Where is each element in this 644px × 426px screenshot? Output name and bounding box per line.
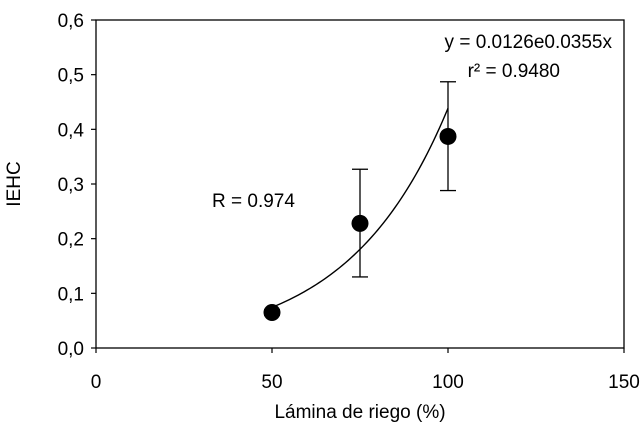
y-tick-label: 0,1 [58,284,84,305]
r-value-annotation: R = 0.974 [212,191,295,212]
y-tick-label: 0,0 [58,339,84,360]
y-tick-label: 0,2 [58,230,84,251]
y-axis-ticks: 0,0 0,1 0,2 0,3 0,4 0,5 0,6 [58,11,96,360]
data-point [263,303,281,321]
data-points [263,127,457,321]
x-tick-label: 0 [91,372,102,393]
r-squared-annotation: r² = 0.9480 [468,61,560,82]
data-point [439,127,457,145]
y-tick-label: 0,6 [58,11,84,32]
x-axis-ticks: 0 50 100 150 [91,348,640,393]
data-point [351,214,369,232]
y-tick-label: 0,3 [58,175,84,196]
x-tick-label: 50 [261,372,282,393]
x-tick-label: 150 [608,372,640,393]
y-tick-label: 0,4 [58,120,85,141]
x-tick-label: 100 [432,372,464,393]
equation-annotation: y = 0.0126e0.0355x [445,32,613,53]
y-tick-label: 0,5 [58,66,84,87]
y-axis-title: IEHC [4,161,25,206]
x-axis-title: Lámina de riego (%) [274,402,445,423]
